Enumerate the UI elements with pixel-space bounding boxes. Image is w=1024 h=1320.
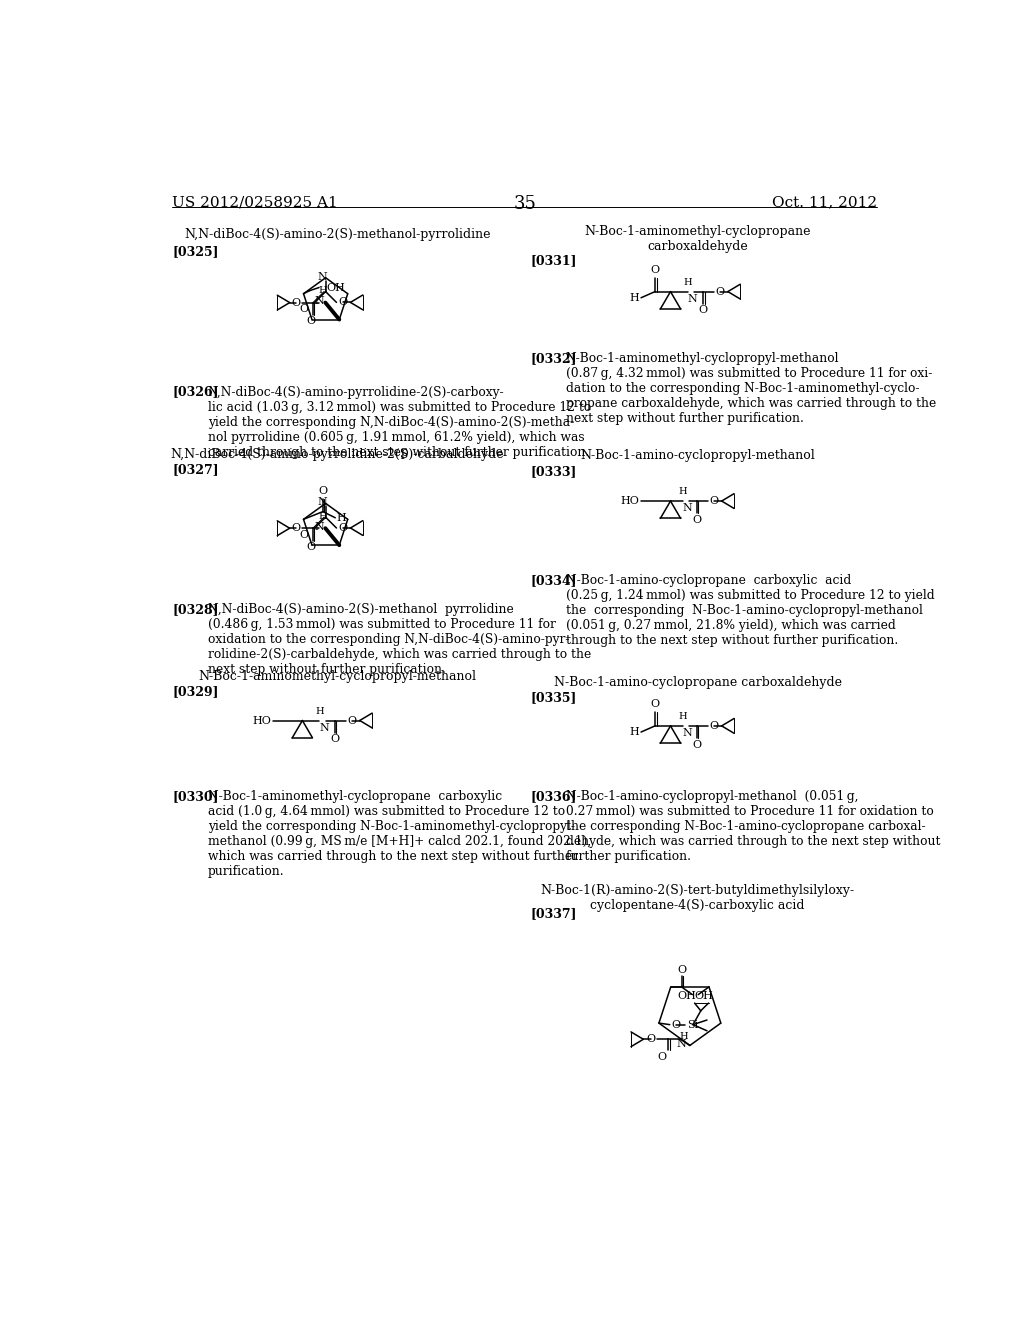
Text: N-Boc-1-aminomethyl-cyclopropyl-methanol
(0.87 g, 4.32 mmol) was submitted to Pr: N-Boc-1-aminomethyl-cyclopropyl-methanol… — [566, 352, 936, 425]
Text: N: N — [676, 1039, 686, 1049]
Text: N-Boc-1-aminomethyl-cyclopropane
carboxaldehyde: N-Boc-1-aminomethyl-cyclopropane carboxa… — [585, 226, 811, 253]
Text: N: N — [314, 521, 324, 532]
Text: O: O — [299, 304, 308, 314]
Text: O: O — [657, 1052, 667, 1061]
Text: N,N-diBoc-4(S)-amino-pyrrolidine-2(S)-carbaldehyde: N,N-diBoc-4(S)-amino-pyrrolidine-2(S)-ca… — [170, 447, 504, 461]
Text: O: O — [299, 529, 308, 540]
Text: N-Boc-1-amino-cyclopropyl-methanol: N-Boc-1-amino-cyclopropyl-methanol — [581, 449, 815, 462]
Text: O: O — [338, 523, 347, 533]
Text: N-Boc-1-aminomethyl-cyclopropyl-methanol: N-Boc-1-aminomethyl-cyclopropyl-methanol — [199, 669, 476, 682]
Text: N-Boc-1-amino-cyclopropane  carboxylic  acid
(0.25 g, 1.24 mmol) was submitted t: N-Boc-1-amino-cyclopropane carboxylic ac… — [566, 574, 935, 647]
Text: [0325]: [0325] — [172, 244, 219, 257]
Text: O: O — [710, 721, 719, 731]
Text: US 2012/0258925 A1: US 2012/0258925 A1 — [172, 195, 338, 210]
Text: N: N — [317, 498, 328, 507]
Text: [0336]: [0336] — [530, 789, 577, 803]
Text: [0327]: [0327] — [172, 463, 219, 477]
Text: N: N — [683, 503, 692, 513]
Text: O: O — [292, 297, 300, 308]
Text: H: H — [317, 512, 327, 520]
Text: H: H — [317, 286, 327, 294]
Text: [0332]: [0332] — [530, 352, 577, 366]
Text: N-Boc-1-aminomethyl-cyclopropane  carboxylic
acid (1.0 g, 4.64 mmol) was submitt: N-Boc-1-aminomethyl-cyclopropane carboxy… — [208, 789, 591, 878]
Text: Si: Si — [687, 1019, 698, 1030]
Text: H: H — [679, 1032, 688, 1040]
Text: [0326]: [0326] — [172, 385, 219, 399]
Text: N: N — [319, 723, 329, 733]
Text: O: O — [650, 700, 659, 709]
Text: O: O — [698, 305, 708, 315]
Text: H: H — [315, 708, 324, 715]
Text: N-Boc-1-amino-cyclopropane carboxaldehyde: N-Boc-1-amino-cyclopropane carboxaldehyd… — [554, 676, 842, 689]
Text: O: O — [306, 543, 315, 552]
Text: [0335]: [0335] — [530, 692, 577, 705]
Text: OH: OH — [694, 991, 713, 1001]
Text: HO: HO — [253, 715, 271, 726]
Text: O: O — [292, 523, 300, 533]
Text: N,N-diBoc-4(S)-amino-2(S)-methanol-pyrrolidine: N,N-diBoc-4(S)-amino-2(S)-methanol-pyrro… — [184, 227, 490, 240]
Text: [0337]: [0337] — [530, 907, 577, 920]
Text: O: O — [672, 1019, 680, 1030]
Text: N: N — [687, 294, 697, 304]
Text: H: H — [630, 293, 640, 302]
Text: N: N — [683, 729, 692, 738]
Text: Oct. 11, 2012: Oct. 11, 2012 — [772, 195, 878, 210]
Text: O: O — [650, 265, 659, 275]
Text: OH: OH — [327, 282, 346, 293]
Text: O: O — [716, 286, 725, 297]
Text: O: O — [678, 965, 687, 974]
Text: O: O — [318, 486, 328, 496]
Text: H: H — [679, 713, 687, 721]
Text: O: O — [692, 739, 701, 750]
Text: [0329]: [0329] — [172, 685, 219, 698]
Text: O: O — [331, 734, 340, 744]
Text: 35: 35 — [513, 195, 537, 214]
Text: [0330]: [0330] — [172, 789, 219, 803]
Text: N-Boc-1-amino-cyclopropyl-methanol  (0.051 g,
0.27 mmol) was submitted to Proced: N-Boc-1-amino-cyclopropyl-methanol (0.05… — [566, 789, 940, 863]
Text: N,N-diBoc-4(S)-amino-2(S)-methanol  pyrrolidine
(0.486 g, 1.53 mmol) was submitt: N,N-diBoc-4(S)-amino-2(S)-methanol pyrro… — [208, 603, 591, 676]
Text: H: H — [630, 727, 640, 737]
Text: H: H — [679, 487, 687, 496]
Text: O: O — [646, 1035, 655, 1044]
Text: [0328]: [0328] — [172, 603, 219, 616]
Text: O: O — [347, 715, 356, 726]
Text: N,N-diBoc-4(S)-amino-pyrrolidine-2(S)-carboxy-
lic acid (1.03 g, 3.12 mmol) was : N,N-diBoc-4(S)-amino-pyrrolidine-2(S)-ca… — [208, 385, 591, 458]
Text: [0331]: [0331] — [530, 253, 577, 267]
Text: N-Boc-1(R)-amino-2(S)-tert-butyldimethylsilyloxy-
cyclopentane-4(S)-carboxylic a: N-Boc-1(R)-amino-2(S)-tert-butyldimethyl… — [541, 884, 855, 912]
Text: O: O — [692, 515, 701, 525]
Text: OH: OH — [678, 991, 696, 1001]
Text: [0333]: [0333] — [530, 465, 577, 478]
Text: [0334]: [0334] — [530, 574, 577, 587]
Text: HO: HO — [621, 496, 640, 506]
Text: O: O — [338, 297, 347, 308]
Text: H: H — [337, 512, 346, 523]
Text: N: N — [314, 296, 324, 306]
Text: O: O — [710, 496, 719, 506]
Text: N: N — [317, 272, 328, 281]
Text: O: O — [306, 317, 315, 326]
Text: H: H — [683, 279, 692, 286]
